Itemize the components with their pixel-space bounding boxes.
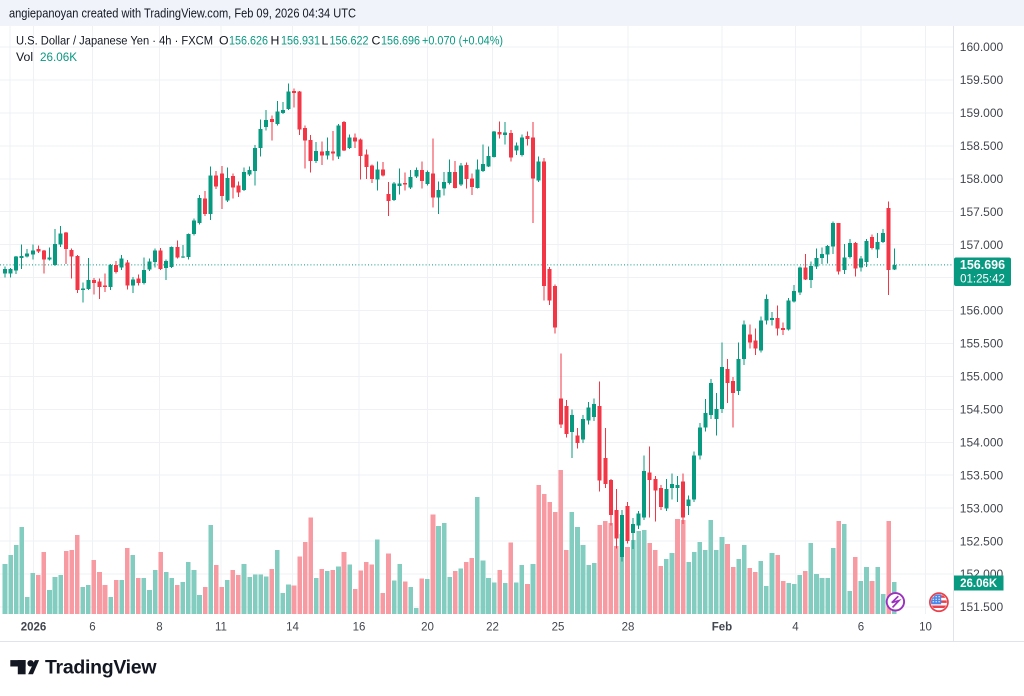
svg-text:6: 6 [858, 622, 864, 634]
svg-text:angiepanoyan created with Trad: angiepanoyan created with TradingView.co… [9, 7, 356, 21]
svg-text:8: 8 [156, 622, 162, 634]
svg-text:20: 20 [421, 622, 434, 634]
svg-text:26.06K: 26.06K [40, 50, 78, 64]
svg-text:155.500: 155.500 [960, 337, 1004, 351]
svg-text:Feb: Feb [712, 622, 732, 634]
svg-text:U.S. Dollar / Japanese Yen · 4: U.S. Dollar / Japanese Yen · 4h · FXCM [16, 33, 213, 47]
svg-text:151.500: 151.500 [960, 600, 1004, 614]
svg-text:159.000: 159.000 [960, 106, 1004, 120]
svg-text:14: 14 [286, 622, 299, 634]
svg-text:16: 16 [353, 622, 366, 634]
svg-text:154.000: 154.000 [960, 436, 1004, 450]
svg-text:159.500: 159.500 [960, 73, 1004, 87]
svg-text:158.000: 158.000 [960, 172, 1004, 186]
svg-text:TradingView: TradingView [45, 657, 157, 679]
svg-text:157.000: 157.000 [960, 238, 1004, 252]
svg-text:154.500: 154.500 [960, 403, 1004, 417]
svg-text:6: 6 [89, 622, 95, 634]
svg-text:25: 25 [552, 622, 565, 634]
svg-text:11: 11 [215, 622, 227, 634]
svg-text:153.000: 153.000 [960, 501, 1004, 515]
svg-text:01:25:42: 01:25:42 [960, 274, 1005, 286]
svg-text:26.06K: 26.06K [960, 578, 998, 590]
svg-text:+0.070 (+0.04%): +0.070 (+0.04%) [422, 33, 503, 47]
svg-text:28: 28 [622, 622, 635, 634]
svg-text:4: 4 [792, 622, 799, 634]
svg-text:156.626: 156.626 [229, 33, 268, 47]
svg-text:Vol: Vol [16, 50, 33, 64]
svg-text:C: C [372, 33, 381, 47]
svg-text:O: O [219, 33, 229, 47]
svg-text:H: H [271, 33, 280, 47]
svg-text:2026: 2026 [21, 622, 47, 634]
svg-text:10: 10 [919, 622, 932, 634]
svg-text:156.622: 156.622 [330, 33, 369, 47]
svg-text:L: L [322, 33, 329, 47]
svg-text:156.696: 156.696 [960, 258, 1005, 272]
svg-text:155.000: 155.000 [960, 370, 1004, 384]
svg-text:22: 22 [486, 622, 499, 634]
svg-text:156.000: 156.000 [960, 304, 1004, 318]
svg-text:152.500: 152.500 [960, 534, 1004, 548]
svg-text:160.000: 160.000 [960, 40, 1004, 54]
svg-text:158.500: 158.500 [960, 139, 1004, 153]
svg-text:153.500: 153.500 [960, 468, 1004, 482]
svg-text:156.696: 156.696 [381, 33, 420, 47]
svg-text:156.931: 156.931 [281, 33, 320, 47]
svg-text:157.500: 157.500 [960, 205, 1004, 219]
